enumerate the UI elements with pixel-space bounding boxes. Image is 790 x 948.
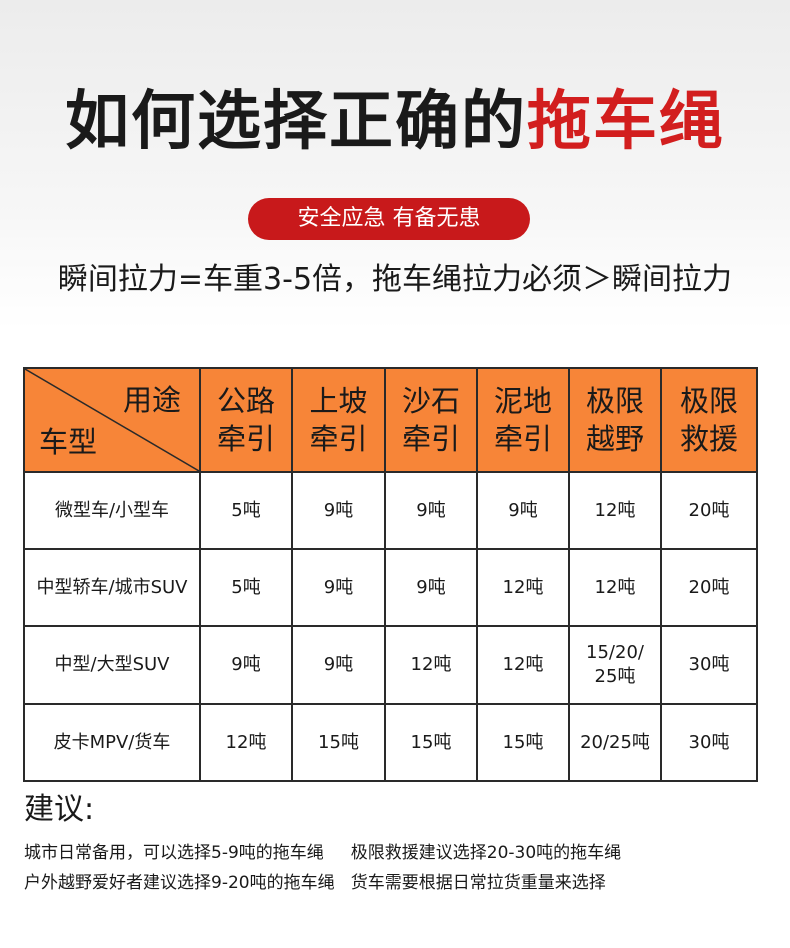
column-header: 公路 牵引 [199,367,293,473]
tonnage-cell: 5吨 [199,548,293,627]
tonnage-cell: 9吨 [291,625,386,705]
table-row: 微型车/小型车 5吨 9吨 9吨 9吨 12吨 20吨 [23,471,758,550]
tonnage-cell: 9吨 [199,625,293,705]
table-row: 皮卡MPV/货车 12吨 15吨 15吨 15吨 20/25吨 30吨 [23,703,758,782]
tonnage-cell: 9吨 [476,471,570,550]
vehicle-type-cell: 微型车/小型车 [23,471,201,550]
vehicle-type-cell: 中型/大型SUV [23,625,201,705]
vehicle-type-label: 车型 [39,425,98,459]
column-header: 上坡 牵引 [291,367,386,473]
tonnage-cell: 15吨 [476,703,570,782]
tow-rope-spec-table: 用途 车型 公路 牵引 上坡 牵引 沙石 牵引 泥地 牵引 极限 越野 极限 救援 微型车/… [23,367,758,782]
tonnage-cell: 5吨 [199,471,293,550]
table-row: 中型轿车/城市SUV 5吨 9吨 9吨 12吨 12吨 20吨 [23,548,758,627]
tonnage-cell: 12吨 [476,548,570,627]
tonnage-cell: 12吨 [568,471,662,550]
vehicle-type-cell: 皮卡MPV/货车 [23,703,201,782]
advice-heading: 建议: [24,792,95,827]
tonnage-cell: 30吨 [660,703,758,782]
tonnage-cell: 15吨 [384,703,478,782]
tonnage-cell: 9吨 [291,471,386,550]
title-main: 如何选择正确的 [65,85,527,159]
column-header: 泥地 牵引 [476,367,570,473]
advice-line: 户外越野爱好者建议选择9-20吨的拖车绳 货车需要根据日常拉货重量来选择 [24,873,606,893]
column-header: 沙石 牵引 [384,367,478,473]
title-highlight: 拖车绳 [527,85,725,159]
tonnage-cell: 15/20/ 25吨 [568,625,662,705]
vehicle-type-cell: 中型轿车/城市SUV [23,548,201,627]
tonnage-cell: 20吨 [660,548,758,627]
diagonal-divider [25,369,199,471]
tonnage-cell: 20吨 [660,471,758,550]
tonnage-cell: 12吨 [199,703,293,782]
usage-label: 用途 [122,383,181,417]
tonnage-cell: 15吨 [291,703,386,782]
tonnage-cell: 9吨 [291,548,386,627]
corner-header-cell: 用途 车型 [23,367,201,473]
tonnage-cell: 9吨 [384,548,478,627]
page-title: 如何选择正确的拖车绳 [0,82,790,162]
tonnage-cell: 12吨 [568,548,662,627]
tonnage-cell: 12吨 [384,625,478,705]
table-header-row: 用途 车型 公路 牵引 上坡 牵引 沙石 牵引 泥地 牵引 极限 越野 极限 救援 [23,367,758,473]
tonnage-cell: 9吨 [384,471,478,550]
tonnage-cell: 20/25吨 [568,703,662,782]
slogan-badge: 安全应急 有备无患 [248,198,530,240]
advice-line: 城市日常备用，可以选择5-9吨的拖车绳 极限救援建议选择20-30吨的拖车绳 [24,843,622,863]
tonnage-cell: 12吨 [476,625,570,705]
column-header: 极限 越野 [568,367,662,473]
column-header: 极限 救援 [660,367,758,473]
tonnage-cell: 30吨 [660,625,758,705]
pull-force-formula: 瞬间拉力=车重3-5倍，拖车绳拉力必须＞瞬间拉力 [57,262,733,297]
table-row: 中型/大型SUV 9吨 9吨 12吨 12吨 15/20/ 25吨 30吨 [23,625,758,705]
